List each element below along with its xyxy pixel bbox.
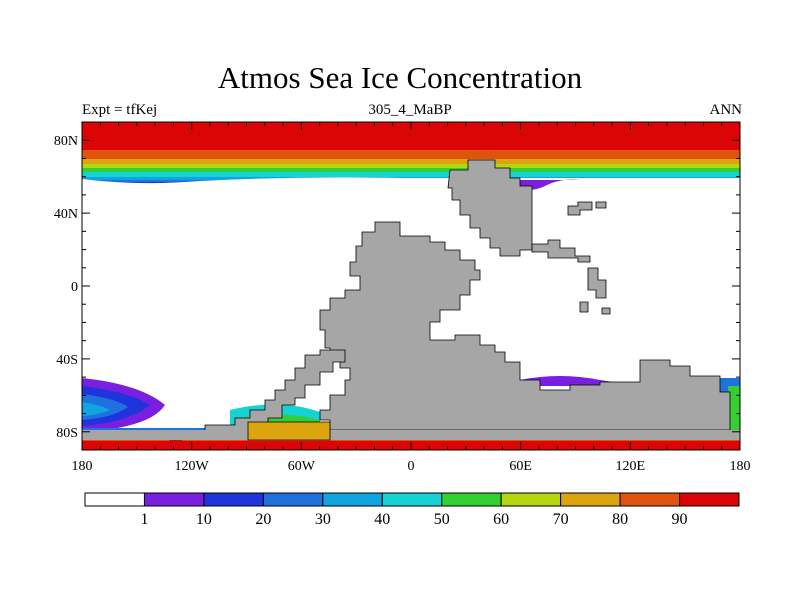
experiment-label: Expt = tfKej — [82, 102, 158, 118]
lat-tick-label: 40N — [54, 207, 78, 222]
land-island-b — [595, 201, 607, 209]
colorbar-label: 20 — [255, 511, 271, 528]
lat-tick-label: 0 — [71, 280, 78, 295]
colorbar-swatch — [84, 492, 145, 507]
colorbar-label: 1 — [140, 511, 148, 528]
colorbar-swatch — [322, 492, 383, 507]
land-antarctic-strip — [82, 430, 740, 440]
latitude-axis: 80N 40N 0 40S 80S — [54, 121, 740, 451]
lon-tick-label: 180 — [72, 459, 93, 474]
colorbar: 1 10 20 30 40 50 60 70 80 90 — [84, 492, 740, 528]
map-title: Atmos Sea Ice Concentration — [217, 60, 583, 95]
colorbar-swatch — [619, 492, 681, 507]
land-antarctic-peninsula — [247, 421, 331, 441]
period-label: ANN — [709, 102, 743, 118]
land-main-continent — [319, 221, 731, 431]
colorbar-label: 30 — [315, 511, 331, 528]
land-masses — [82, 159, 740, 441]
colorbar-label: 80 — [612, 511, 628, 528]
colorbar-swatch — [262, 492, 324, 507]
lon-tick-label: 60E — [509, 459, 532, 474]
land-eurasia-africa — [447, 159, 533, 257]
lat-tick-label: 40S — [56, 353, 78, 368]
map-plot-area — [82, 122, 740, 450]
colorbar-label: 40 — [374, 511, 390, 528]
colorbar-swatch — [441, 492, 502, 507]
lon-tick-label: 0 — [408, 459, 415, 474]
colorbar-swatch — [560, 492, 621, 507]
arctic-sea-ice — [82, 122, 740, 190]
colorbar-label: 90 — [672, 511, 688, 528]
lon-tick-label: 120E — [616, 459, 646, 474]
colorbar-swatch — [679, 492, 740, 507]
colorbar-label: 60 — [493, 511, 509, 528]
land-island-d — [579, 301, 589, 313]
land-island-c — [587, 267, 607, 299]
lat-tick-label: 80N — [54, 134, 78, 149]
colorbar-label: 10 — [196, 511, 212, 528]
land-island-a — [567, 201, 593, 216]
colorbar-swatch — [143, 492, 205, 507]
lon-tick-label: 60W — [288, 459, 316, 474]
lon-tick-label: 180 — [730, 459, 751, 474]
land-east-asia-fragment — [531, 239, 591, 263]
lat-tick-label: 80S — [56, 426, 78, 441]
colorbar-label: 70 — [553, 511, 569, 528]
land-island-e — [601, 307, 611, 315]
lon-tick-label: 120W — [175, 459, 210, 474]
longitude-axis: 180 120W 60W 0 60E 120E 180 — [72, 122, 751, 474]
colorbar-swatch — [381, 492, 443, 507]
colorbar-label: 50 — [434, 511, 450, 528]
map-subtitle: 305_4_MaBP — [368, 102, 452, 118]
colorbar-swatch — [203, 492, 264, 507]
colorbar-swatch — [500, 492, 562, 507]
